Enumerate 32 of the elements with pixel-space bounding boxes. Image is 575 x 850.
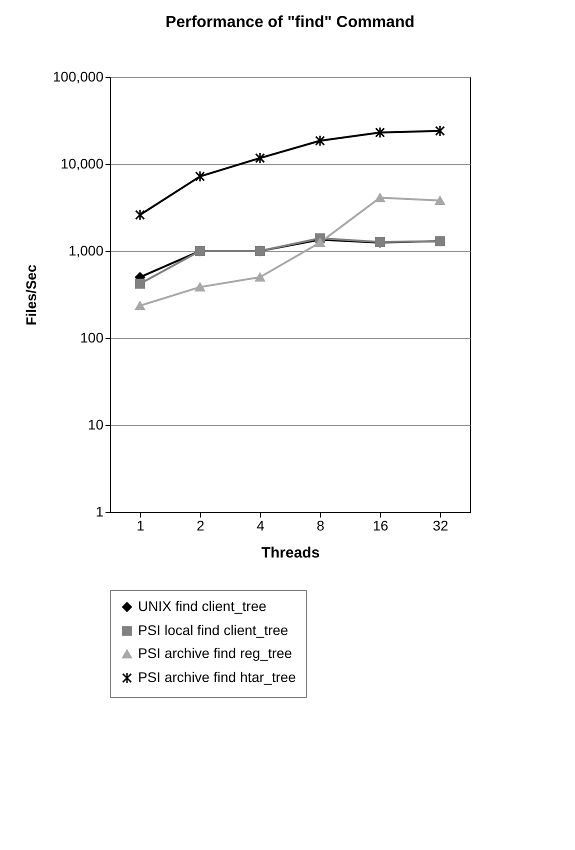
y-tick-label: 1,000	[68, 242, 104, 258]
point	[375, 126, 385, 138]
y-tick-label: 100,000	[52, 68, 104, 84]
point	[255, 152, 265, 164]
x-tick-label: 4	[256, 518, 265, 534]
legend-label: UNIX find client_tree	[138, 598, 267, 614]
point	[375, 193, 385, 202]
point	[195, 170, 205, 182]
point	[135, 278, 145, 289]
point	[435, 125, 445, 137]
y-axis-title: Files/Sec	[22, 264, 39, 326]
y-tick-label: 10,000	[60, 156, 104, 172]
x-tick-label: 1	[136, 518, 145, 534]
x-tick-label: 2	[196, 518, 205, 534]
point	[135, 301, 145, 310]
x-tick-label: 16	[372, 518, 388, 534]
point	[435, 196, 445, 205]
legend-label: PSI local find client_tree	[138, 622, 288, 638]
point	[255, 272, 265, 282]
point	[315, 134, 325, 147]
y-tick-label: 100	[80, 330, 104, 346]
y-tick-label: 1	[96, 504, 104, 520]
x-axis-title: Threads	[261, 544, 320, 562]
point	[195, 282, 205, 292]
x-tick-label: 32	[432, 518, 448, 534]
legend-label: PSI archive find reg_tree	[138, 645, 292, 661]
point	[315, 238, 325, 247]
point	[135, 209, 145, 221]
legend-label: PSI archive find htar_tree	[138, 669, 296, 685]
y-tick-label: 10	[88, 416, 104, 432]
x-tick-label: 8	[316, 518, 325, 534]
chart-title: Performance of "find" Command	[166, 14, 414, 31]
